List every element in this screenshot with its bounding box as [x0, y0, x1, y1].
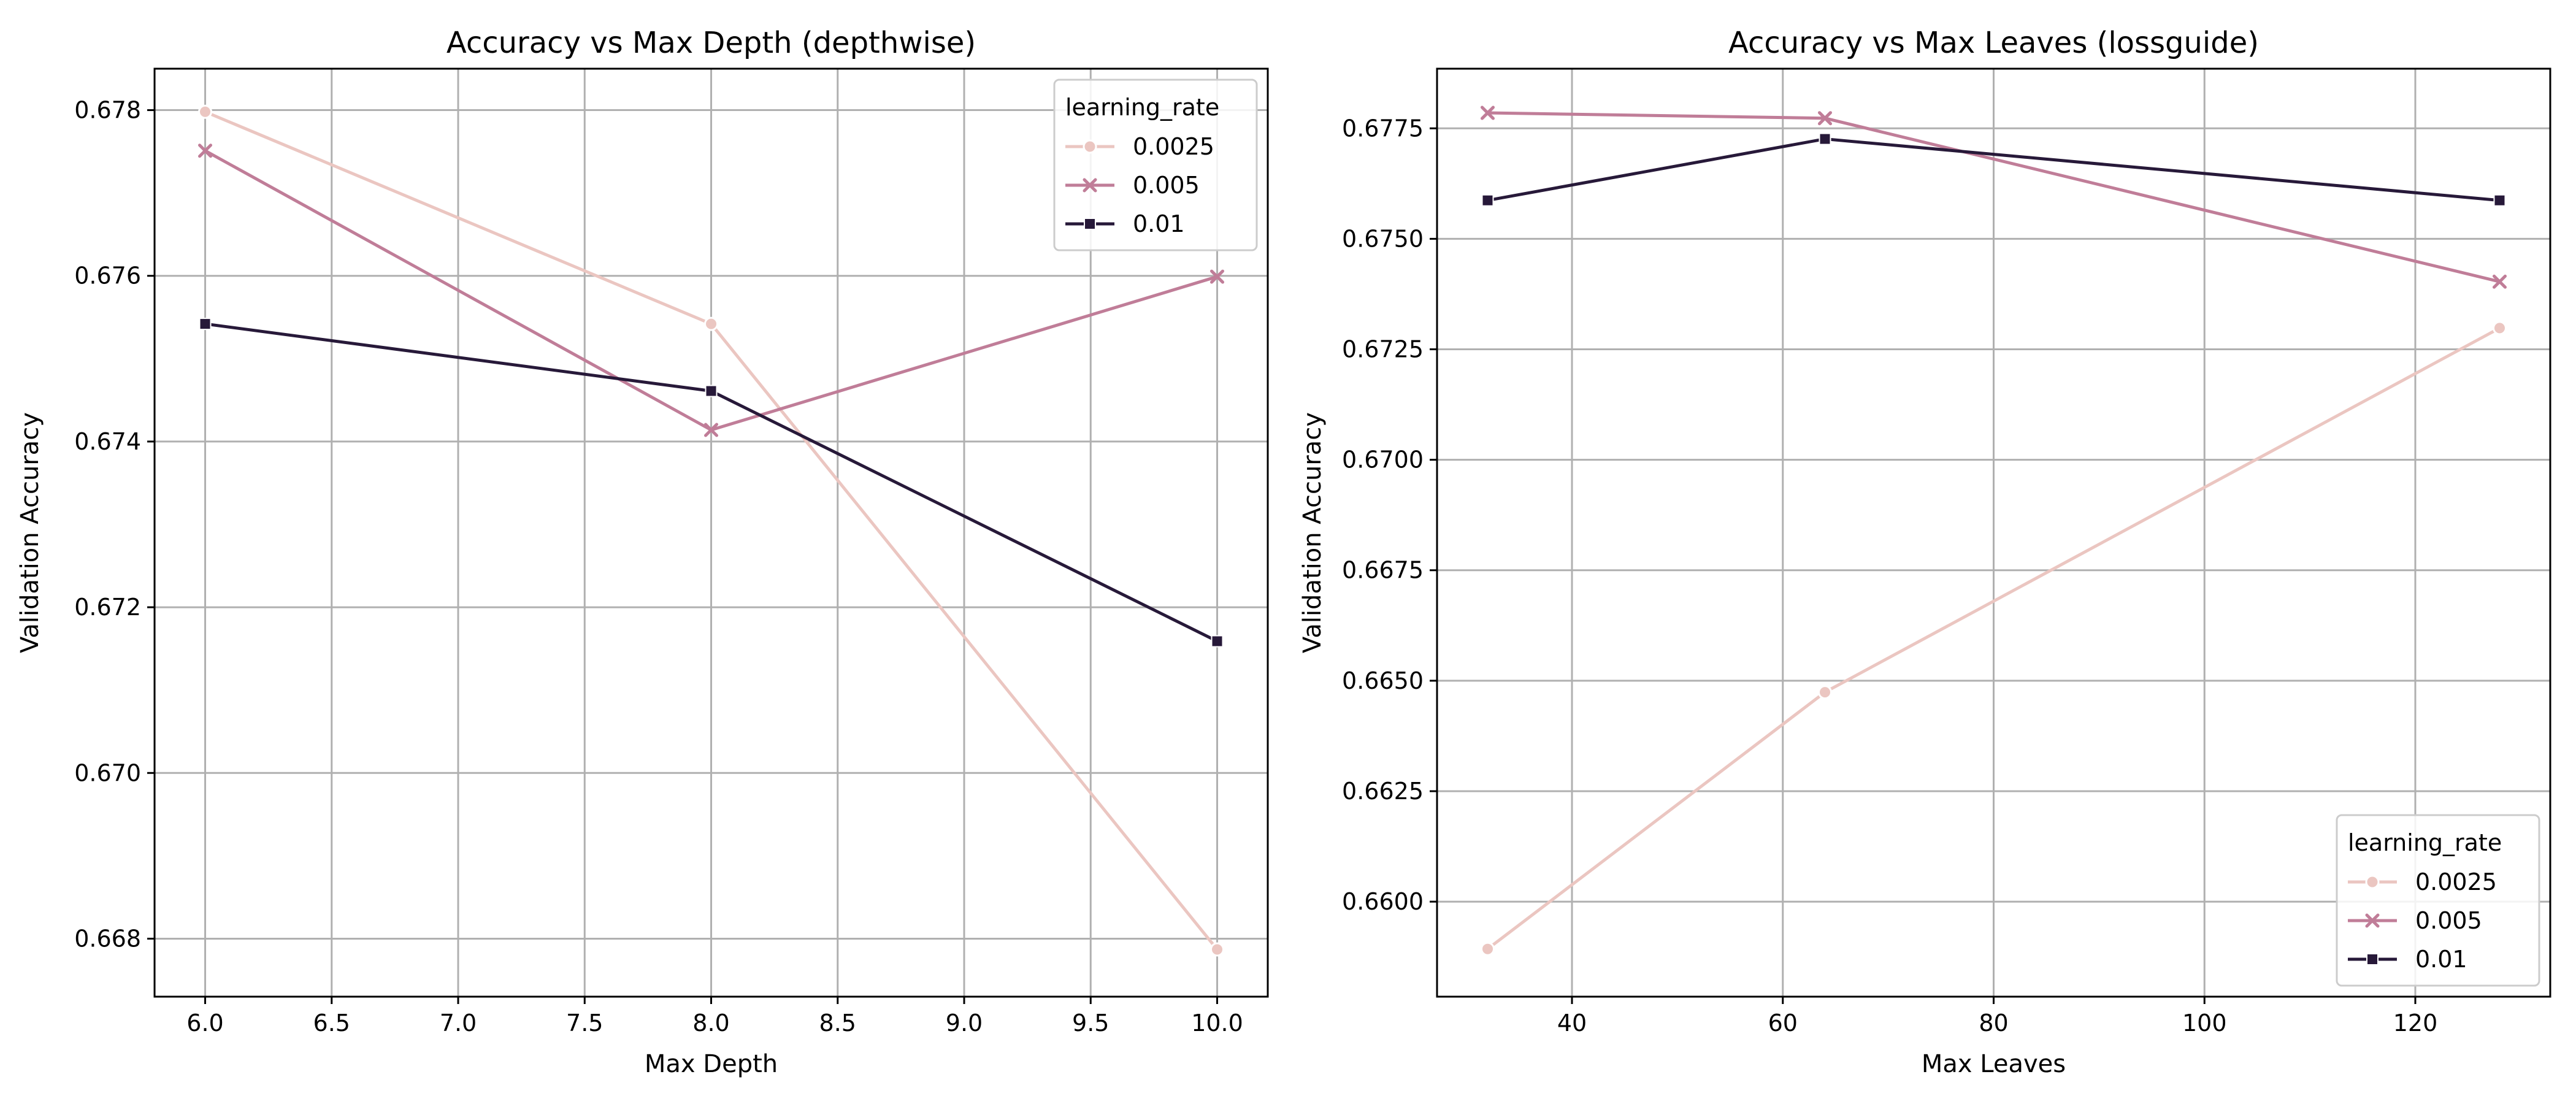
y-tick-label: 0.6725	[1342, 336, 1424, 363]
plot-frame	[153, 67, 1269, 998]
x-tick-label: 9.0	[946, 1010, 983, 1037]
gridlines	[155, 69, 1268, 997]
data-point-0.0025	[1210, 942, 1224, 957]
y-tick-label: 0.670	[74, 759, 141, 786]
y-tick-label: 0.6700	[1342, 447, 1424, 473]
chart-panel-2: 40 60 80 100 120 0.6600 0.6625 0.6650 0.6675 0.67…	[1298, 26, 2551, 1078]
x-tick-label: 80	[1979, 1010, 2008, 1037]
legend-title: learning_rate	[2348, 829, 2502, 856]
x-tick-label: 7.5	[566, 1010, 603, 1037]
y-tick-label: 0.6600	[1342, 888, 1424, 915]
data-point-0.005	[1818, 111, 1832, 126]
data-point-0.005	[198, 144, 212, 158]
y-tick-label: 0.6650	[1342, 667, 1424, 694]
x-axis-label: Max Depth	[645, 1050, 778, 1078]
data-point-0.0025	[704, 316, 718, 331]
legend-entry-0.005: 0.005	[2348, 907, 2482, 934]
series-0.005	[1481, 105, 2507, 289]
chart-title: Accuracy vs Max Depth (depthwise)	[447, 26, 976, 60]
legend-marker	[2366, 953, 2379, 965]
x-tick-label: 6.0	[186, 1010, 223, 1037]
legend-frame	[2336, 814, 2540, 987]
legend-marker	[1083, 178, 1097, 193]
x-tick-label: 9.5	[1072, 1010, 1109, 1037]
y-tick-label: 0.672	[74, 594, 141, 621]
x-axis-label: Max Leaves	[1922, 1050, 2066, 1078]
gridlines	[1437, 69, 2550, 997]
legend-label: 0.01	[1133, 210, 1185, 237]
y-axis-label: Validation Accuracy	[1298, 412, 1327, 653]
data-point-0.005	[2493, 274, 2507, 289]
legend-marker	[1083, 139, 1097, 154]
legend-entry-0.01: 0.01	[2348, 946, 2467, 973]
legend-entry-0.005: 0.005	[1065, 172, 1200, 199]
y-tick-label: 0.674	[74, 428, 141, 455]
legend-entry-0.0025: 0.0025	[1065, 133, 1214, 160]
y-axis-label: Validation Accuracy	[16, 412, 44, 653]
y-tick-label: 0.668	[74, 925, 141, 952]
x-tick-label: 100	[2182, 1010, 2227, 1037]
legend-label: 0.01	[2415, 946, 2467, 973]
series-0.01	[199, 318, 1224, 648]
data-point-0.01	[1211, 635, 1224, 648]
legend-title: learning_rate	[1065, 94, 1219, 121]
legend-label: 0.005	[2415, 907, 2482, 934]
data-point-0.01	[1819, 132, 1831, 145]
y-tick-label: 0.6775	[1342, 115, 1424, 142]
x-tick-label: 8.5	[819, 1010, 856, 1037]
y-tick-label: 0.6750	[1342, 225, 1424, 252]
series-0.005	[198, 144, 1224, 437]
legend-entry-0.01: 0.01	[1065, 210, 1185, 237]
legend-marker	[2365, 913, 2380, 928]
series-0.01	[1481, 132, 2506, 207]
legend: learning_rate 0.0025 0.005 0.01	[1053, 79, 1258, 251]
data-point-0.0025	[2493, 321, 2507, 335]
data-point-0.01	[705, 385, 718, 397]
x-tick-label: 120	[2393, 1010, 2438, 1037]
legend: learning_rate 0.0025 0.005 0.01	[2336, 814, 2540, 987]
data-point-0.005	[1210, 269, 1224, 284]
y-tick-label: 0.6625	[1342, 778, 1424, 805]
legend-label: 0.0025	[1133, 133, 1214, 160]
x-tick-label: 6.5	[313, 1010, 350, 1037]
y-tick-label: 0.678	[74, 97, 141, 124]
series-0.0025	[1481, 321, 2507, 956]
data-point-0.0025	[198, 104, 212, 119]
legend-label: 0.005	[1133, 172, 1200, 199]
x-tick-label: 8.0	[692, 1010, 729, 1037]
data-point-0.01	[1481, 194, 1494, 207]
x-tick-label: 7.0	[440, 1010, 477, 1037]
x-tick-label: 10.0	[1191, 1010, 1243, 1037]
chart-title: Accuracy vs Max Leaves (lossguide)	[1728, 26, 2259, 60]
x-tick-label: 60	[1768, 1010, 1798, 1037]
chart-panel-1: 6.0 6.5 7.0 7.5 8.0 8.5 9.0 9.5 10.0 0.668 0.670 0.…	[16, 26, 1269, 1078]
data-point-0.005	[704, 423, 718, 437]
data-point-0.01	[2493, 194, 2506, 207]
y-tick-label: 0.676	[74, 263, 141, 289]
data-point-0.0025	[1818, 685, 1832, 700]
legend-label: 0.0025	[2415, 868, 2497, 895]
series-0.0025	[198, 104, 1224, 957]
legend-marker	[2365, 875, 2380, 889]
x-tick-label: 40	[1557, 1010, 1587, 1037]
legend-entry-0.0025: 0.0025	[2348, 868, 2497, 895]
data-point-0.01	[199, 318, 212, 331]
legend-marker	[1084, 218, 1096, 230]
y-tick-label: 0.6675	[1342, 557, 1424, 584]
data-point-0.0025	[1481, 941, 1495, 956]
plot-frame	[1436, 67, 2551, 998]
legend-frame	[1053, 79, 1258, 251]
data-point-0.005	[1481, 105, 1495, 120]
